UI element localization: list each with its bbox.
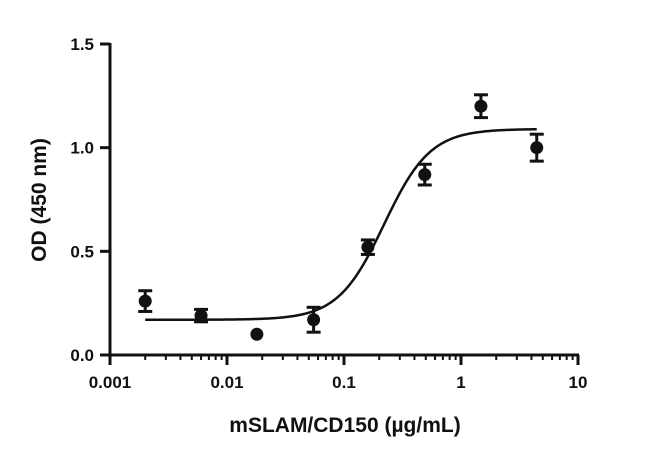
data-marker — [418, 168, 432, 182]
data-marker — [307, 313, 321, 327]
data-point — [194, 307, 209, 324]
fit-curve — [145, 128, 537, 321]
data-point — [529, 132, 544, 163]
data-point — [306, 305, 321, 334]
y-tick-label: 0.5 — [70, 242, 94, 261]
x-tick-label: 0.01 — [210, 373, 243, 392]
y-axis-title: OD (450 nm) — [28, 138, 51, 262]
data-marker — [250, 327, 264, 341]
data-marker — [194, 309, 208, 323]
data-point — [250, 327, 264, 341]
data-point — [473, 93, 488, 120]
y-tick-label: 1.5 — [70, 35, 94, 54]
x-axis-title: mSLAM/CD150 (µg/mL) — [229, 414, 460, 437]
y-tick-label: 0.0 — [70, 346, 94, 365]
axes: 0.0 0.5 1.0 1.5 0.001 0.01 0.1 1 10 — [70, 35, 587, 392]
x-tick-label: 0.001 — [89, 373, 132, 392]
data-marker — [361, 240, 375, 254]
x-tick-label: 0.1 — [332, 373, 356, 392]
data-point — [417, 162, 432, 187]
x-tick-label: 10 — [569, 373, 588, 392]
x-tick-label: 1 — [456, 373, 465, 392]
y-tick-label: 1.0 — [70, 139, 94, 158]
axis-labels-layer: mSLAM/CD150 (µg/mL) OD (450 nm) — [28, 138, 461, 437]
data-marker — [138, 294, 152, 308]
data-points-layer — [138, 93, 544, 341]
data-point — [360, 238, 375, 256]
data-marker — [474, 99, 488, 113]
fit-curve-layer — [145, 128, 537, 321]
data-point — [138, 289, 153, 313]
data-marker — [530, 141, 544, 155]
